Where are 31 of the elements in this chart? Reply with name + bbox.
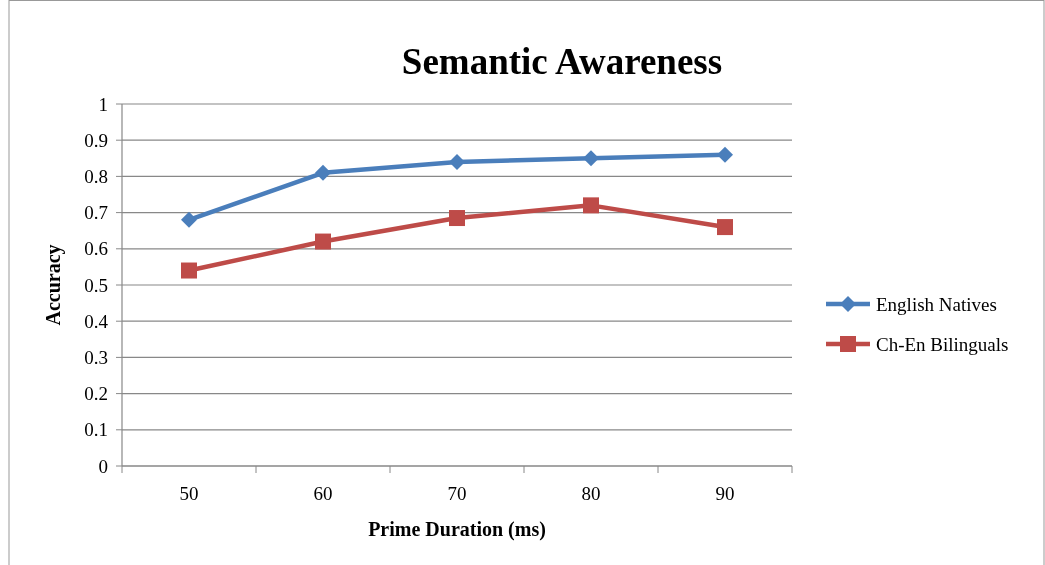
y-tick-label: 0.9 <box>84 129 108 151</box>
point <box>181 262 197 279</box>
y-tick-label: 0.4 <box>84 310 109 332</box>
y-tick-label: 0.7 <box>84 202 108 224</box>
x-tick-label: 50 <box>179 483 199 504</box>
point <box>717 146 733 163</box>
point <box>583 150 599 167</box>
x-tick-label: 60 <box>313 483 333 504</box>
legend-label: Ch-En Bilinguals <box>876 333 1009 355</box>
point <box>583 197 599 214</box>
point <box>181 211 197 228</box>
point <box>449 210 465 227</box>
x-axis-title: Prime Duration (ms) <box>368 518 546 541</box>
y-tick-label: 0.6 <box>84 238 108 260</box>
x-tick-label: 80 <box>581 483 601 504</box>
y-tick-label: 0.2 <box>84 383 108 405</box>
point <box>315 233 331 250</box>
y-axis-title: Accuracy <box>42 244 65 326</box>
chart-title: Semantic Awareness <box>401 41 723 82</box>
y-tick-label: 1 <box>98 93 108 115</box>
x-tick-label: 90 <box>715 483 735 504</box>
y-tick-label: 0.3 <box>84 347 108 369</box>
y-tick-label: 0 <box>98 455 108 477</box>
y-tick-label: 0.5 <box>84 274 108 296</box>
legend-label: English Natives <box>876 293 997 315</box>
y-tick-label: 0.1 <box>84 419 108 441</box>
x-tick-label: 70 <box>447 483 467 504</box>
point <box>717 219 733 236</box>
y-tick-label: 0.8 <box>84 166 108 188</box>
point <box>315 164 331 181</box>
point <box>449 153 465 170</box>
